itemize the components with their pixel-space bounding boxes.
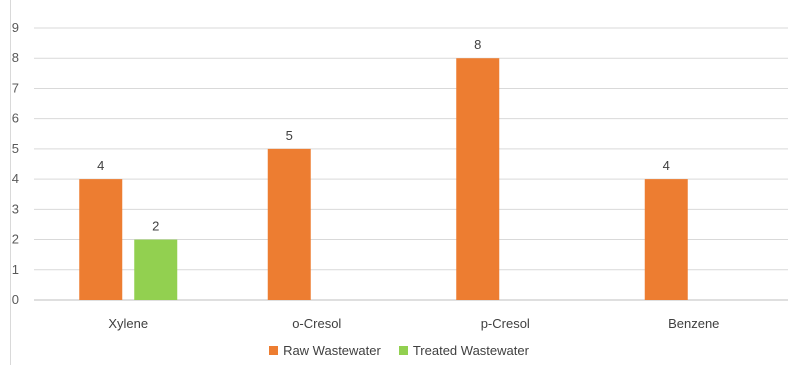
x-tick-label: Benzene — [668, 316, 719, 331]
y-tick-label: 5 — [12, 141, 19, 156]
bar — [134, 239, 178, 300]
y-tick-label: 2 — [12, 232, 19, 247]
x-tick-label: Xylene — [108, 316, 148, 331]
legend-swatch — [398, 346, 408, 355]
legend-item: Raw Wastewater — [269, 343, 381, 358]
chart-border — [10, 0, 11, 365]
bar — [456, 58, 500, 300]
y-tick-label: 8 — [12, 50, 19, 65]
bar — [267, 148, 311, 300]
y-tick-label: 4 — [12, 171, 19, 186]
bar — [644, 179, 688, 300]
y-tick-label: 0 — [12, 292, 19, 307]
y-tick-label: 7 — [12, 80, 19, 95]
legend-label: Treated Wastewater — [412, 343, 529, 358]
legend-label: Raw Wastewater — [283, 343, 381, 358]
data-label: 5 — [286, 128, 293, 143]
legend: Raw Wastewater Treated Wastewater — [0, 343, 798, 358]
y-tick-label: 6 — [12, 111, 19, 126]
data-label: 4 — [663, 158, 670, 173]
legend-item: Treated Wastewater — [398, 343, 529, 358]
x-tick-label: o-Cresol — [292, 316, 341, 331]
legend-swatch — [269, 346, 279, 355]
y-tick-label: 1 — [12, 262, 19, 277]
data-label: 2 — [152, 219, 159, 234]
y-tick-label: 3 — [12, 201, 19, 216]
bar — [79, 179, 123, 300]
plot-area: 0 1 2 3 4 5 6 7 8 9 4 2 Xylene 5 o-Cresol 8 p-Cresol 4 Ben… — [12, 20, 788, 331]
data-label: 4 — [97, 158, 104, 173]
y-tick-label: 9 — [12, 20, 19, 35]
x-tick-label: p-Cresol — [481, 316, 530, 331]
data-label: 8 — [474, 37, 481, 52]
